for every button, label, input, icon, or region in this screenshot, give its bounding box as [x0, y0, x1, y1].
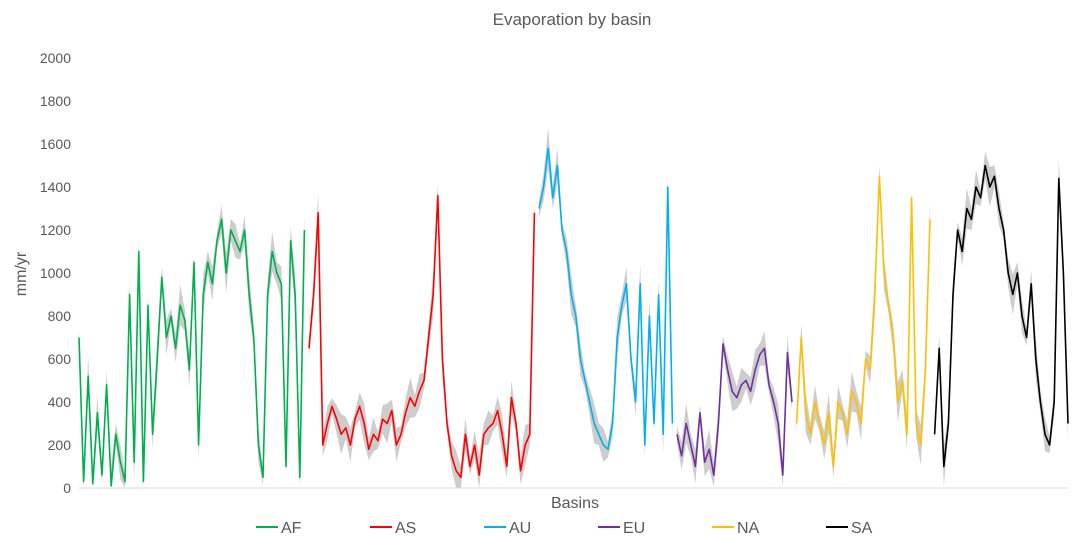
y-tick-label: 200 — [48, 437, 72, 453]
y-tick-label: 1600 — [40, 136, 71, 152]
series-line-na — [795, 175, 931, 468]
series-line-sa — [933, 164, 1069, 468]
legend-label-au: AU — [509, 520, 531, 537]
y-tick-label: 2000 — [40, 50, 71, 66]
y-tick-label: 0 — [63, 480, 71, 496]
legend-label-sa: SA — [851, 520, 873, 537]
band-as — [309, 184, 535, 488]
chart-title: Evaporation by basin — [493, 10, 652, 29]
series-line-eu — [676, 343, 793, 476]
series-line-af — [78, 218, 306, 487]
y-axis-label: mm/yr — [13, 251, 30, 296]
legend-label-na: NA — [737, 520, 760, 537]
y-tick-label: 1800 — [40, 93, 71, 109]
y-tick-label: 1400 — [40, 179, 71, 195]
y-tick-label: 1000 — [40, 265, 71, 281]
series-line-au — [538, 147, 674, 451]
x-axis-label: Basins — [551, 495, 599, 512]
y-tick-label: 1200 — [40, 222, 71, 238]
y-tick-label: 400 — [48, 394, 72, 410]
band-eu — [677, 331, 792, 487]
legend-label-af: AF — [281, 520, 302, 537]
band-sa — [934, 151, 1068, 487]
band-af — [79, 205, 305, 489]
legend-label-as: AS — [395, 520, 416, 537]
series-line-as — [308, 194, 536, 479]
legend: AF AS AU EU NA SA — [256, 520, 873, 537]
series-lines — [78, 147, 1069, 487]
y-axis-ticks: 0 200 400 600 800 1000 1200 1400 1600 1800 2000 — [40, 50, 71, 496]
legend-label-eu: EU — [623, 520, 645, 537]
band-na — [796, 165, 930, 478]
y-tick-label: 600 — [48, 351, 72, 367]
y-tick-label: 800 — [48, 308, 72, 324]
